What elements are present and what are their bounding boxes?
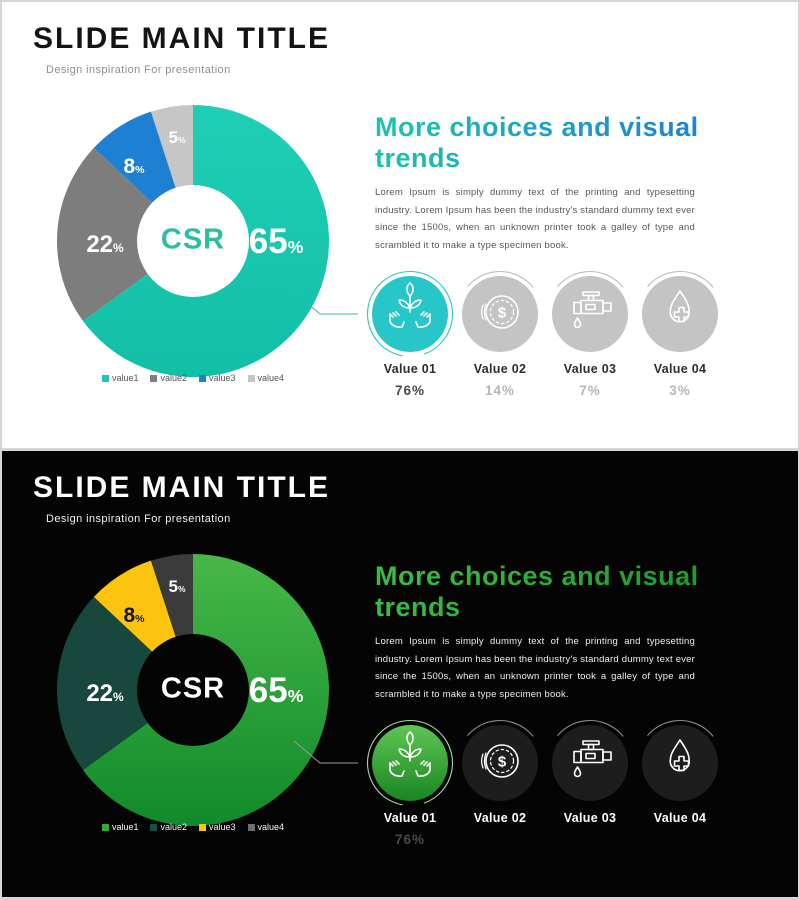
slice-label-8: 8% bbox=[123, 155, 145, 178]
legend-swatch bbox=[150, 823, 158, 831]
badge-value: 76% bbox=[394, 383, 426, 398]
donut-chart-svg bbox=[57, 554, 329, 826]
badge-label: Value 03 bbox=[563, 811, 617, 825]
eco-hands-icon bbox=[366, 270, 454, 358]
stat-badge-4: Value 04 3% bbox=[635, 270, 725, 398]
slice-label-65: 65% bbox=[248, 222, 304, 261]
slide-light: SLIDE MAIN TITLE Design inspiration For … bbox=[2, 2, 798, 448]
slide-subtitle: Design inspiration For presentation bbox=[46, 64, 231, 76]
legend-item: value2 bbox=[150, 822, 187, 832]
stat-badge-1: Value 01 76% bbox=[365, 270, 455, 398]
stat-badge-3: Value 03 7% bbox=[545, 270, 635, 398]
dollar-coin-icon: $ bbox=[456, 719, 544, 807]
donut-chart: 65% 22% 8% 5% CSR bbox=[57, 554, 329, 826]
stat-badge-1: Value 01 76% bbox=[365, 719, 455, 847]
badge-label: Value 02 bbox=[473, 362, 527, 376]
slice-label-65: 65% bbox=[248, 671, 304, 710]
svg-text:$: $ bbox=[498, 754, 507, 771]
badge-label: Value 01 bbox=[383, 811, 437, 825]
body-paragraph: Lorem Ipsum is simply dummy text of the … bbox=[375, 187, 695, 251]
badge-label: Value 01 bbox=[383, 362, 437, 376]
donut-slice-value2 bbox=[57, 596, 193, 770]
slide-title: SLIDE MAIN TITLE bbox=[33, 471, 330, 504]
donut-center-label: CSR bbox=[160, 223, 226, 256]
stat-badge-3: Value 03 bbox=[545, 719, 635, 847]
legend-item: value3 bbox=[199, 373, 236, 383]
slice-label-5: 5% bbox=[168, 128, 186, 147]
legend-item: value3 bbox=[199, 822, 236, 832]
faucet-icon bbox=[546, 719, 634, 807]
section-heading: More choices and visual trends bbox=[375, 112, 707, 174]
badge-label: Value 02 bbox=[473, 811, 527, 825]
body-paragraph: Lorem Ipsum is simply dummy text of the … bbox=[375, 636, 695, 700]
callout-line bbox=[293, 740, 358, 764]
badge-label: Value 04 bbox=[653, 362, 707, 376]
section-heading: More choices and visual trends bbox=[375, 561, 707, 623]
stat-badges-row: Value 01 76% $ Value 02 14% bbox=[365, 270, 725, 398]
chart-legend: value1 value2 value3 value4 bbox=[57, 373, 329, 383]
legend-swatch bbox=[101, 823, 109, 831]
badge-value: 76% bbox=[394, 832, 426, 847]
legend-item: value1 bbox=[101, 373, 138, 383]
legend-swatch bbox=[247, 823, 255, 831]
svg-text:$: $ bbox=[498, 305, 507, 322]
legend-item: value2 bbox=[150, 373, 187, 383]
slide-title: SLIDE MAIN TITLE bbox=[33, 22, 330, 55]
faucet-icon bbox=[546, 270, 634, 358]
slice-label-22: 22% bbox=[86, 231, 124, 258]
callout-line bbox=[293, 291, 358, 315]
slice-label-5: 5% bbox=[168, 577, 186, 596]
stat-badge-4: Value 04 bbox=[635, 719, 725, 847]
eco-hands-icon bbox=[366, 719, 454, 807]
donut-center-label: CSR bbox=[160, 672, 226, 705]
donut-chart: 65% 22% 8% 5% CSR bbox=[57, 105, 329, 377]
legend-swatch bbox=[199, 823, 206, 831]
legend-swatch bbox=[247, 374, 255, 382]
donut-chart-svg bbox=[57, 105, 329, 377]
legend-item: value1 bbox=[101, 822, 138, 832]
medical-drop-icon bbox=[636, 270, 724, 358]
donut-slice-value2 bbox=[57, 147, 193, 321]
legend-item: value4 bbox=[247, 373, 284, 383]
legend-swatch bbox=[150, 374, 158, 382]
badge-value: 7% bbox=[579, 383, 601, 398]
badge-value: 3% bbox=[669, 383, 691, 398]
badge-label: Value 04 bbox=[653, 811, 707, 825]
medical-drop-icon bbox=[636, 719, 724, 807]
dollar-coin-icon: $ bbox=[456, 270, 544, 358]
stat-badges-row: Value 01 76% $ Value 02 bbox=[365, 719, 725, 847]
slide-subtitle: Design inspiration For presentation bbox=[46, 513, 231, 525]
chart-legend: value1 value2 value3 value4 bbox=[57, 822, 329, 832]
legend-swatch bbox=[101, 374, 109, 382]
badge-value: 14% bbox=[484, 383, 516, 398]
stat-badge-2: $ Value 02 14% bbox=[455, 270, 545, 398]
slice-label-22: 22% bbox=[86, 680, 124, 707]
legend-swatch bbox=[199, 374, 206, 382]
stat-badge-2: $ Value 02 bbox=[455, 719, 545, 847]
legend-item: value4 bbox=[247, 822, 284, 832]
badge-label: Value 03 bbox=[563, 362, 617, 376]
slice-label-8: 8% bbox=[123, 604, 145, 627]
slide-dark: SLIDE MAIN TITLE Design inspiration For … bbox=[2, 451, 798, 897]
